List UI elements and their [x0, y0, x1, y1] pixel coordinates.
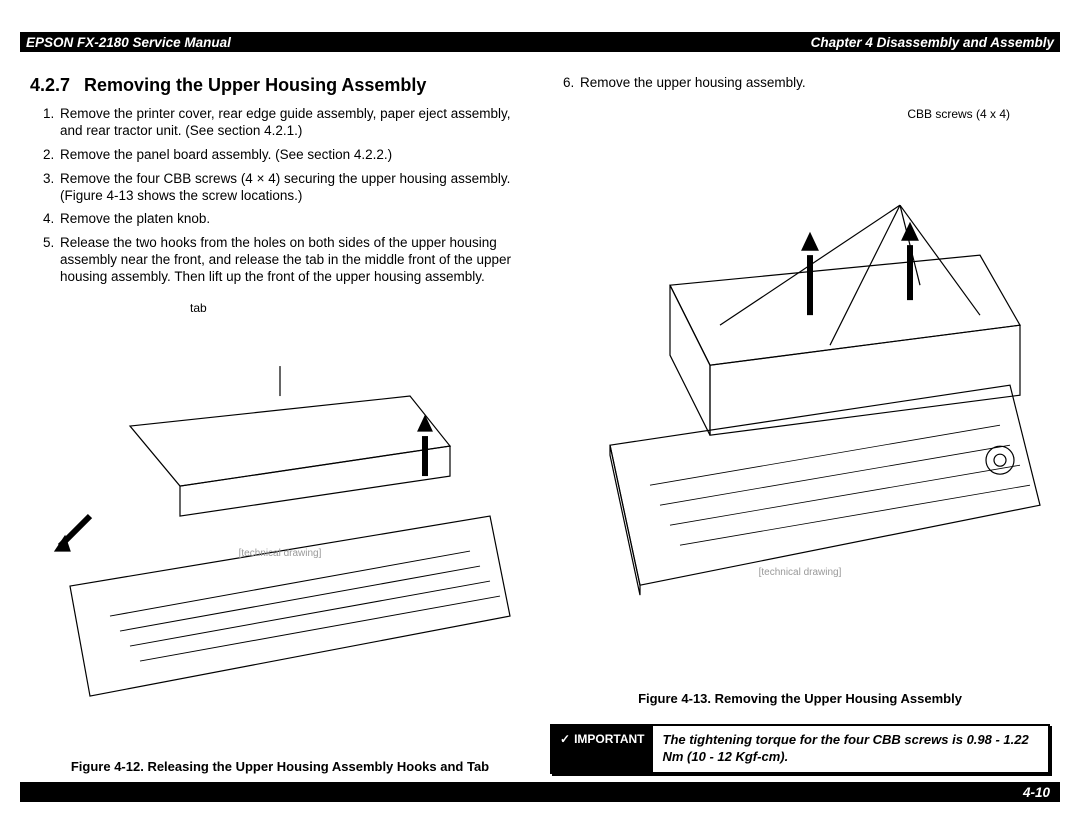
header-bar: EPSON FX-2180 Service Manual Chapter 4 D… — [20, 32, 1060, 52]
figure-placeholder-label: [technical drawing] — [239, 548, 322, 559]
footer-bar: 4-10 — [20, 782, 1060, 802]
step-item: Remove the printer cover, rear edge guid… — [58, 106, 530, 140]
right-column: Remove the upper housing assembly. CBB s… — [550, 75, 1050, 774]
figure-right: CBB screws (4 x 4) — [550, 107, 1050, 683]
steps-list-left: Remove the printer cover, rear edge guid… — [30, 106, 530, 293]
section-heading: 4.2.7 Removing the Upper Housing Assembly — [30, 75, 530, 96]
steps-list-right: Remove the upper housing assembly. — [550, 75, 1050, 99]
check-icon: ✓ — [560, 732, 570, 746]
step-item: Remove the upper housing assembly. — [578, 75, 1050, 92]
section-number: 4.2.7 — [30, 75, 70, 95]
step-item: Release the two hooks from the holes on … — [58, 235, 530, 286]
header-left: EPSON FX-2180 Service Manual — [26, 35, 231, 50]
figure-right-caption: Figure 4-13. Removing the Upper Housing … — [550, 691, 1050, 706]
figure-left: tab — [30, 301, 530, 751]
figure-left-caption: Figure 4-12. Releasing the Upper Housing… — [30, 759, 530, 774]
step-item: Remove the panel board assembly. (See se… — [58, 147, 530, 164]
figure-right-drawing: [technical drawing] — [550, 107, 1050, 683]
step-item: Remove the four CBB screws (4 × 4) secur… — [58, 171, 530, 205]
important-text: The tightening torque for the four CBB s… — [653, 726, 1049, 772]
page-number: 4-10 — [1023, 785, 1050, 800]
page-content: 4.2.7 Removing the Upper Housing Assembly… — [20, 60, 1060, 774]
figure-annotation-tab: tab — [190, 301, 207, 315]
figure-annotation-screws: CBB screws (4 x 4) — [907, 107, 1010, 121]
step-item: Remove the platen knob. — [58, 211, 530, 228]
left-column: 4.2.7 Removing the Upper Housing Assembly… — [30, 75, 530, 774]
important-box: ✓ IMPORTANT The tightening torque for th… — [550, 724, 1050, 774]
header-right: Chapter 4 Disassembly and Assembly — [811, 35, 1054, 50]
figure-left-drawing: [technical drawing] — [30, 301, 530, 751]
section-title: Removing the Upper Housing Assembly — [84, 75, 426, 95]
figure-placeholder-label: [technical drawing] — [759, 567, 842, 578]
important-label: ✓ IMPORTANT — [552, 726, 653, 772]
important-label-text: IMPORTANT — [574, 732, 644, 746]
